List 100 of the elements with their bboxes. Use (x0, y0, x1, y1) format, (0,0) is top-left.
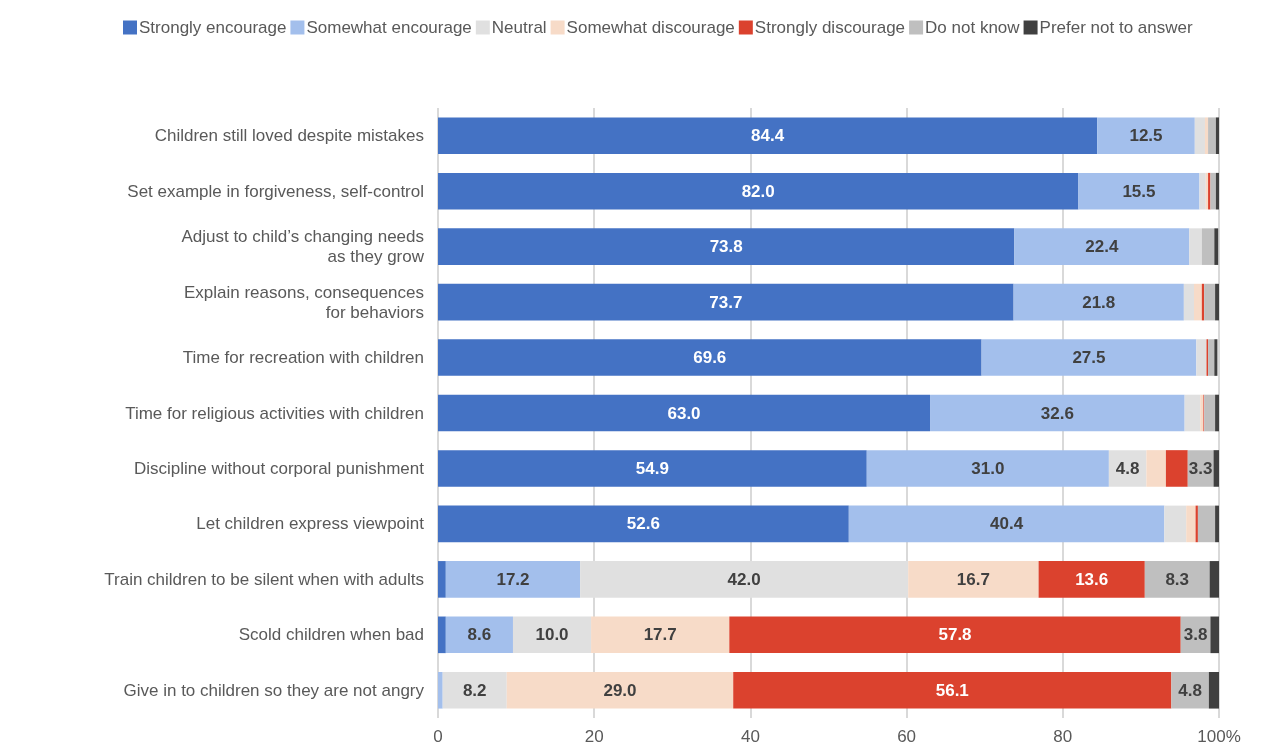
data-label: 4.8 (1178, 680, 1202, 700)
bar (1204, 283, 1216, 321)
bar (1197, 505, 1216, 543)
data-label: 3.8 (1183, 625, 1208, 645)
legend-label: Strongly discourage (754, 18, 906, 37)
bar (908, 561, 1039, 598)
y-tick-label: Adjust to child’s changing needs as they grow (181, 227, 425, 267)
bar (442, 671, 507, 709)
data-label: 22.4 (1085, 237, 1119, 257)
data-label: 15.5 (1122, 181, 1156, 201)
y-tick-label: Scold children when bad (238, 625, 424, 645)
y-tick-label: Give in to children so they are not angry (123, 680, 425, 700)
y-tick-label: Explain reasons, consequences for behaviors (183, 282, 424, 322)
data-label: 54.9 (635, 458, 669, 478)
bar (1204, 117, 1209, 155)
x-tick-label: 0 (433, 727, 443, 746)
bar (930, 394, 1185, 432)
bar (1165, 450, 1188, 487)
bar (438, 117, 1098, 155)
bar (438, 616, 446, 654)
bar (1215, 505, 1219, 543)
data-label: 73.7 (709, 292, 743, 312)
bar (1208, 117, 1216, 155)
bar (1014, 228, 1190, 265)
data-label: 32.6 (1040, 403, 1074, 423)
data-label: 17.7 (643, 625, 677, 645)
bar (733, 671, 1172, 709)
bar (981, 339, 1197, 376)
data-label: 52.6 (626, 514, 660, 534)
data-label: 40.4 (990, 514, 1024, 534)
y-tick-label: Train children to be silent when with adults (104, 569, 424, 589)
bar (1208, 339, 1215, 376)
data-label: 27.5 (1072, 348, 1106, 368)
data-label: 3.3 (1188, 458, 1213, 478)
data-label: 8.6 (467, 625, 492, 645)
bar (1199, 172, 1206, 210)
bar (438, 339, 982, 376)
bar (1078, 172, 1200, 210)
y-tick-label: Let children express viewpoint (196, 514, 425, 534)
bar (1189, 228, 1202, 265)
bar (1194, 283, 1202, 321)
y-tick-label: Time for recreation with children (182, 348, 424, 368)
legend-label: Do not know (925, 18, 1021, 37)
bar (1208, 671, 1219, 709)
bar (866, 450, 1109, 487)
bar (1215, 394, 1219, 432)
bar (438, 671, 443, 709)
legend-label: Neutral (491, 18, 547, 37)
bar (438, 172, 1079, 210)
data-label: 12.5 (1129, 126, 1163, 146)
data-label: 63.0 (667, 403, 701, 423)
data-label: 8.2 (462, 680, 487, 700)
bar (1013, 283, 1184, 321)
y-tick-label: Time for religious activities with children (125, 403, 424, 423)
data-label: 21.8 (1082, 292, 1116, 312)
bar (438, 228, 1015, 265)
data-label: 73.8 (709, 237, 743, 257)
legend-label: Somewhat encourage (306, 18, 472, 37)
data-label: 8.3 (1165, 569, 1190, 589)
bar (1215, 283, 1219, 321)
bar (1146, 450, 1166, 487)
data-label: 57.8 (938, 625, 972, 645)
x-tick-label: 100% (1197, 727, 1241, 746)
y-tick-label: Children still loved despite mistakes (154, 126, 424, 146)
data-label: 31.0 (971, 458, 1005, 478)
x-tick-label: 20 (584, 727, 604, 746)
bar (445, 561, 581, 598)
bar (1210, 616, 1219, 654)
bar (1201, 228, 1215, 265)
data-label: 17.2 (496, 569, 530, 589)
bar (1214, 228, 1219, 265)
legend-label: Somewhat discourage (566, 18, 735, 37)
bar (1184, 394, 1201, 432)
data-label: 16.7 (956, 569, 990, 589)
bar (438, 394, 931, 432)
bar (445, 616, 513, 654)
bar (438, 561, 446, 598)
data-label: 84.4 (751, 126, 785, 146)
bar (1210, 172, 1216, 210)
bar (1144, 561, 1210, 598)
data-label: 82.0 (741, 181, 775, 201)
bar (1194, 117, 1205, 155)
bar (1215, 117, 1219, 155)
bar (512, 616, 592, 654)
y-tick-label: Discipline without corporal punishment (133, 458, 425, 478)
bar (1183, 283, 1195, 321)
bar (1196, 339, 1207, 376)
bar (1214, 339, 1218, 376)
data-label: 29.0 (603, 680, 637, 700)
data-label: 4.8 (1115, 458, 1140, 478)
x-tick-label: 80 (1053, 727, 1073, 746)
y-tick-label: Set example in forgiveness, self-control (127, 181, 424, 201)
bar (438, 283, 1014, 321)
x-tick-label: 40 (740, 727, 760, 746)
data-label: 42.0 (727, 569, 761, 589)
bar (1097, 117, 1195, 155)
legend-label: Strongly encourage (139, 18, 287, 37)
data-label: 56.1 (935, 680, 969, 700)
data-label: 10.0 (535, 625, 569, 645)
bar (1186, 505, 1196, 543)
